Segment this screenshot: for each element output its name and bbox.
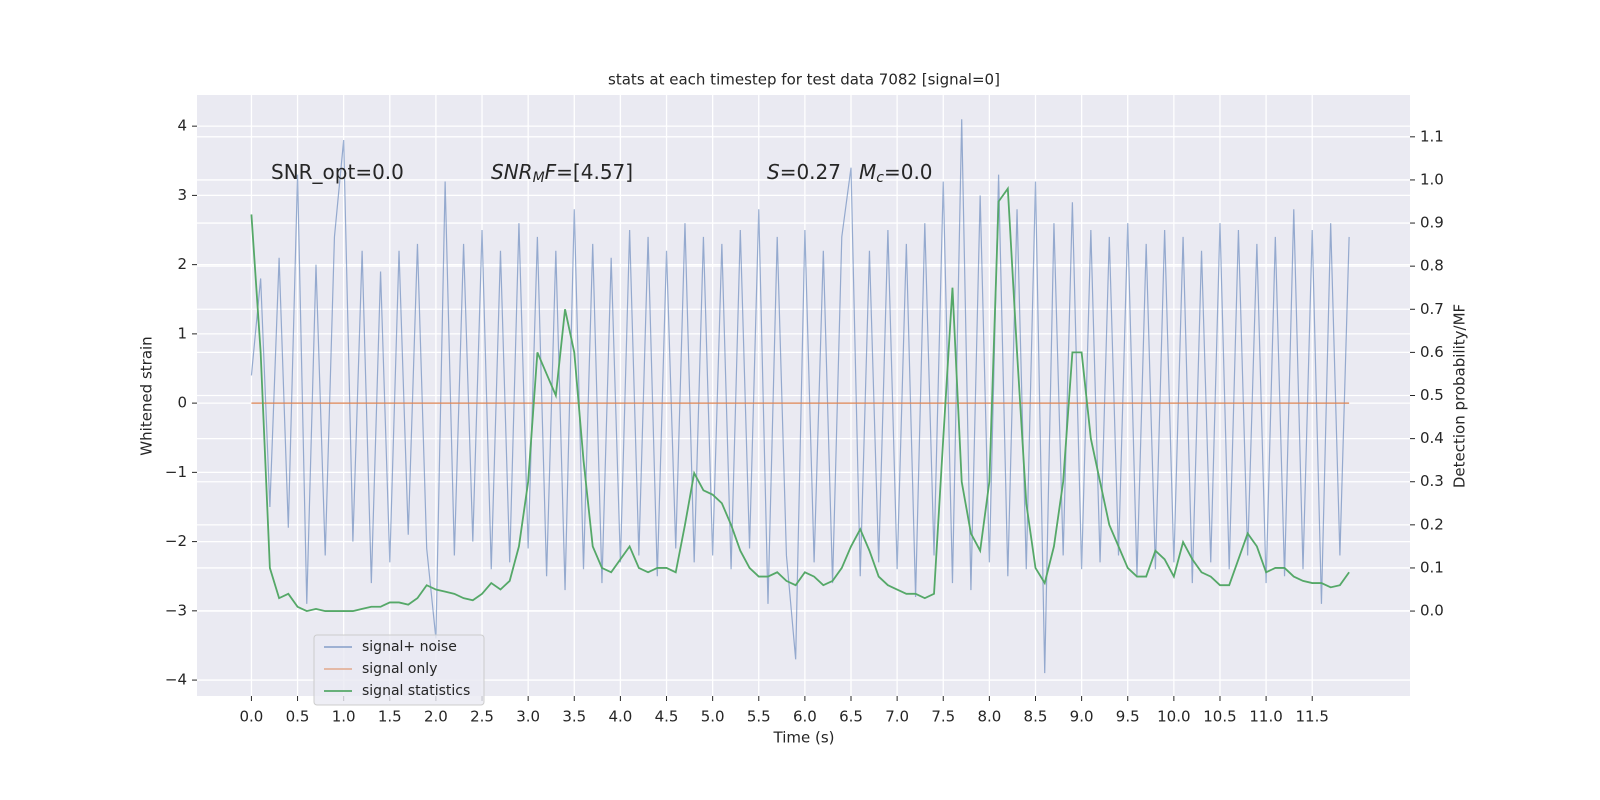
- y-tick-label: −3: [165, 601, 187, 619]
- y2-axis-label: Detection probability/MF: [1451, 304, 1469, 488]
- legend: signal+ noise signal only signal statistic…: [313, 634, 485, 706]
- legend-box: [313, 634, 485, 706]
- y2-tick-label: 0.7: [1420, 300, 1444, 318]
- x-tick-label: 2.5: [470, 708, 494, 726]
- y-tick-label: −1: [165, 463, 187, 481]
- grid: [197, 95, 1410, 696]
- x-tick-label: 5.5: [747, 708, 771, 726]
- y-tick-label: 1: [177, 324, 187, 342]
- x-tick-label: 7.0: [885, 708, 909, 726]
- x-tick-label: 2.0: [424, 708, 448, 726]
- x-tick-label: 1.5: [378, 708, 402, 726]
- x-tick-label: 10.0: [1157, 708, 1190, 726]
- x-tick-label: 4.0: [608, 708, 632, 726]
- annotation-part: SNR_opt=0.0: [271, 160, 404, 184]
- annotation-part: c: [876, 170, 884, 186]
- y-tick-label: 3: [177, 186, 187, 204]
- y2-tick-label: 0.3: [1420, 472, 1444, 490]
- legend-label: signal+ noise: [362, 639, 457, 655]
- chart-title: stats at each timestep for test data 708…: [608, 71, 1000, 89]
- y2-tick-label: 0.6: [1420, 343, 1444, 361]
- x-tick-label: 6.5: [839, 708, 863, 726]
- x-tick-label: 8.5: [1024, 708, 1048, 726]
- y2-tick-label: 0.5: [1420, 386, 1444, 404]
- y2-tick-label: 1.0: [1420, 170, 1444, 188]
- x-tick-label: 9.0: [1070, 708, 1094, 726]
- x-tick-label: 1.0: [332, 708, 356, 726]
- y2-tick-label: 0.1: [1420, 558, 1444, 576]
- x-tick-label: 4.5: [655, 708, 679, 726]
- x-axis-label: Time (s): [773, 729, 835, 747]
- y2-tick-label: 0.4: [1420, 429, 1444, 447]
- annotation-part: M: [533, 170, 545, 186]
- x-tick-label: 5.0: [701, 708, 725, 726]
- x-tick-label: 3.5: [562, 708, 586, 726]
- y2-tick-label: 0.0: [1420, 602, 1444, 620]
- series-line: [250, 119, 1350, 674]
- x-tick-label: 10.5: [1203, 708, 1236, 726]
- annotation-part: S: [767, 160, 780, 184]
- legend-label: signal statistics: [362, 683, 470, 699]
- y-tick-label: −2: [165, 532, 187, 550]
- x-tick-label: 7.5: [931, 708, 955, 726]
- y2-tick-label: 1.1: [1420, 127, 1444, 145]
- annotation-part: M: [859, 160, 876, 184]
- annotation: SNRMF=[4.57]: [491, 160, 633, 187]
- annotation: S=0.27: [767, 160, 841, 184]
- y2-tick-label: 0.2: [1420, 515, 1444, 533]
- x-tick-label: 3.0: [516, 708, 540, 726]
- annotation: SNR_opt=0.0: [271, 160, 404, 184]
- x-tick-label: 8.0: [977, 708, 1001, 726]
- y-tick-label: −4: [165, 671, 187, 689]
- marks: [250, 119, 1350, 674]
- y2-tick-label: 0.8: [1420, 257, 1444, 275]
- y-tick-label: 4: [177, 117, 187, 135]
- legend-label: signal only: [362, 661, 437, 677]
- x-tick-label: 11.5: [1296, 708, 1329, 726]
- y2-tick-label: 0.9: [1420, 214, 1444, 232]
- annotation-part: =[4.57]: [556, 160, 633, 184]
- annotation: Mc=0.0: [859, 160, 933, 187]
- y-axis-label: Whitened strain: [138, 336, 156, 455]
- annotation-part: =0.27: [780, 160, 841, 184]
- x-tick-label: 0.5: [286, 708, 310, 726]
- x-tick-label: 6.0: [793, 708, 817, 726]
- y-tick-label: 2: [177, 255, 187, 273]
- x-tick-label: 9.5: [1116, 708, 1140, 726]
- series-line: [250, 185, 1350, 613]
- x-tick-label: 0.0: [239, 708, 263, 726]
- annotation-part: F: [545, 160, 557, 184]
- annotation-part: =0.0: [884, 160, 933, 184]
- y-tick-label: 0: [177, 394, 187, 412]
- annotation-part: SNR: [491, 160, 533, 184]
- x-tick-label: 11.0: [1249, 708, 1282, 726]
